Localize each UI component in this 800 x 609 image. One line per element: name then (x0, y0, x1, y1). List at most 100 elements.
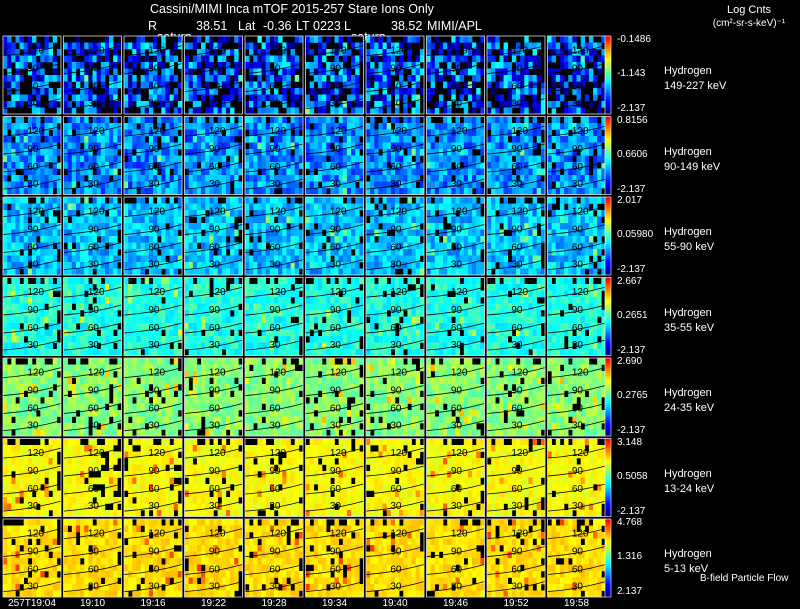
pixel-cell (507, 162, 513, 169)
pixel-cell (536, 101, 542, 108)
pixel-cell (438, 262, 444, 269)
pixel-cell (140, 223, 146, 230)
contour-label: 60 (269, 162, 281, 173)
pixel-cell (44, 123, 49, 130)
pixel-cell (568, 116, 573, 124)
pixel-cell (36, 277, 41, 285)
pixel-cell (313, 36, 319, 43)
pixel-cell (568, 268, 573, 276)
pixel-cell (36, 181, 41, 189)
pixel-cell (113, 68, 118, 76)
pixel-cell (23, 181, 29, 189)
pixel-cell (136, 242, 141, 250)
pixel-cell (305, 162, 310, 169)
pixel-cell (7, 349, 12, 356)
pixel-cell (382, 62, 388, 69)
pixel-cell (109, 62, 114, 69)
pixel-cell (32, 329, 37, 337)
pixel-cell (584, 116, 590, 124)
pixel-cell (157, 203, 162, 211)
pixel-cell (157, 242, 162, 250)
pixel-cell (305, 129, 310, 137)
pixel-cell (63, 262, 68, 269)
pixel-cell (274, 36, 279, 43)
pixel-cell (476, 101, 481, 108)
pixel-cell (559, 162, 565, 169)
pixel-cell (411, 262, 417, 269)
pixel-cell (555, 188, 561, 195)
pixel-cell (109, 336, 114, 343)
pixel-cell (463, 255, 469, 263)
pixel-cell (555, 216, 561, 224)
pixel-cell (536, 268, 542, 276)
pixel-cell (351, 175, 356, 182)
pixel-cell (84, 249, 89, 256)
pixel-cell (63, 303, 68, 311)
pixel-cell (359, 162, 364, 169)
pixel-cell (100, 168, 106, 176)
colorbar-segment (605, 67, 611, 70)
pixel-cell (588, 129, 594, 137)
pixel-cell (11, 249, 16, 256)
pixel-cell (140, 123, 146, 130)
pixel-cell (209, 42, 214, 50)
pixel-cell (3, 175, 8, 182)
colorbar-segment (605, 200, 611, 204)
contour-label: 60 (209, 81, 221, 92)
pixel-cell (265, 123, 271, 130)
pixel-cell (44, 336, 49, 343)
pixel-cell (386, 216, 392, 224)
pixel-cell (290, 123, 296, 130)
pixel-cell (100, 284, 106, 291)
pixel-cell (201, 203, 206, 211)
contour-label: 30 (390, 99, 402, 110)
pixel-cell (463, 162, 469, 169)
pixel-cell (322, 55, 327, 63)
pixel-cell (113, 290, 118, 298)
pixel-cell (100, 303, 106, 311)
pixel-cell (551, 68, 557, 76)
pixel-cell (40, 336, 45, 343)
pixel-cell (36, 68, 41, 76)
contour-line (2, 45, 62, 56)
pixel-cell (430, 129, 436, 137)
pixel-cell (536, 123, 542, 130)
pixel-cell (136, 136, 141, 143)
pixel-cell (269, 181, 275, 189)
pixel-cell (495, 175, 500, 182)
pixel-cell (524, 36, 529, 43)
pixel-cell (96, 223, 102, 230)
pixel-cell (487, 175, 492, 182)
pixel-cell (447, 123, 452, 130)
pixel-cell (326, 81, 331, 89)
contour-label: 120 (451, 126, 468, 137)
pixel-cell (555, 49, 561, 56)
pixel-cell (161, 255, 166, 263)
pixel-cell (313, 68, 319, 76)
pixel-cell (443, 155, 448, 163)
pixel-cell (27, 284, 33, 291)
pixel-cell (128, 229, 133, 237)
pixel-cell (245, 236, 250, 243)
pixel-cell (338, 255, 344, 263)
pixel-cell (7, 101, 12, 108)
pixel-cell (322, 88, 327, 95)
pixel-cell (593, 81, 598, 89)
pixel-cell (559, 94, 565, 102)
pixel-cell (36, 223, 41, 230)
pixel-cell (346, 197, 352, 204)
pixel-cell (430, 262, 436, 269)
pixel-cell (265, 88, 271, 95)
pixel-cell (19, 155, 25, 163)
pixel-cell (27, 55, 33, 63)
pixel-cell (205, 162, 210, 169)
pixel-cell (80, 216, 85, 224)
pixel-cell (536, 168, 542, 176)
pixel-cell (157, 197, 162, 204)
colorbar-segment (605, 141, 611, 145)
pixel-cell (532, 262, 538, 269)
pixel-cell (282, 168, 287, 176)
pixel-cell (84, 203, 89, 211)
pixel-cell (209, 88, 214, 95)
pixel-cell (44, 36, 49, 43)
